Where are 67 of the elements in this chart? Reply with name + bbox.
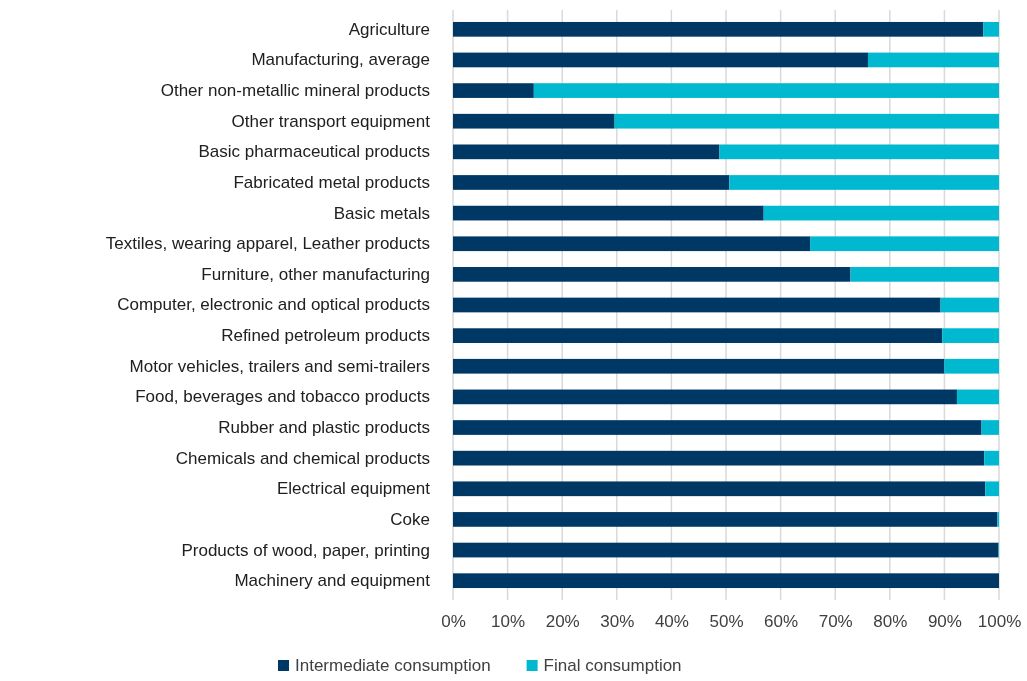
bar: [453, 83, 534, 98]
bar: [453, 267, 851, 282]
y-tick-label: Furniture, other manufacturing: [201, 264, 430, 284]
y-tick-label: Other non-metallic mineral products: [160, 81, 430, 101]
bar: [614, 113, 999, 129]
y-tick-label: Motor vehicles, trailers and semi-trailers: [129, 356, 430, 376]
y-tick-label: Electrical equipment: [276, 479, 431, 499]
bar: [940, 297, 999, 313]
x-tick-label: 50%: [709, 612, 744, 632]
x-tick-label: 40%: [654, 612, 689, 632]
bar: [983, 21, 999, 37]
x-tick-label: 30%: [600, 612, 635, 632]
bar: [729, 175, 999, 190]
bar: [453, 358, 945, 374]
bar: [453, 52, 868, 68]
y-tick-label: Chemicals and chemical products: [175, 448, 430, 468]
x-tick-label: 90%: [927, 612, 962, 632]
bar: [850, 267, 999, 282]
legend-label: Final consumption: [543, 656, 682, 675]
y-tick-label: Textiles, wearing apparel, Leather products: [105, 234, 430, 254]
bar: [453, 175, 730, 190]
bar: [453, 512, 998, 527]
bar: [453, 328, 943, 343]
bar: [763, 205, 999, 221]
bar: [453, 21, 984, 37]
y-tick-label: Products of wood, paper, printing: [181, 540, 430, 560]
y-tick-label: Basic pharmaceutical products: [198, 142, 430, 162]
x-tick-label: 80%: [873, 612, 908, 632]
bar: [453, 573, 999, 589]
y-tick-label: Refined petroleum products: [221, 326, 430, 346]
y-tick-label: Machinery and equipment: [234, 571, 431, 591]
bar: [453, 205, 764, 221]
bar: [453, 236, 811, 252]
x-tick-label: 0%: [441, 612, 466, 632]
y-tick-label: Food, beverages and tobacco products: [135, 387, 430, 407]
bar: [810, 236, 999, 252]
y-tick-label: Rubber and plastic products: [218, 417, 430, 437]
y-tick-label: Other transport equipment: [231, 111, 431, 131]
bar: [533, 83, 999, 98]
bar: [453, 450, 985, 466]
bar: [453, 481, 986, 497]
y-tick-label: Basic metals: [333, 203, 430, 223]
bar: [984, 450, 999, 466]
bar: [942, 328, 999, 343]
bar: [981, 420, 999, 435]
x-tick-label: 20%: [545, 612, 580, 632]
bar: [453, 542, 999, 558]
y-tick-label: Agriculture: [348, 19, 430, 39]
bar: [453, 420, 982, 435]
y-tick-label: Manufacturing, average: [251, 50, 430, 70]
legend-label: Intermediate consumption: [295, 656, 491, 675]
x-tick-label: 100%: [977, 612, 1022, 632]
bar: [453, 297, 941, 313]
bar: [453, 389, 957, 405]
x-tick-label: 10%: [491, 612, 526, 632]
x-tick-label: 70%: [818, 612, 853, 632]
y-tick-label: Fabricated metal products: [233, 172, 430, 192]
bar: [985, 481, 999, 497]
bar: [453, 113, 615, 129]
bar: [453, 144, 720, 160]
bar: [867, 52, 999, 68]
bar: [956, 389, 999, 405]
x-tick-label: 60%: [764, 612, 799, 632]
bar: [944, 358, 999, 374]
y-tick-label: Computer, electronic and optical products: [117, 295, 430, 315]
y-tick-label: Coke: [390, 509, 430, 529]
bar: [719, 144, 999, 160]
